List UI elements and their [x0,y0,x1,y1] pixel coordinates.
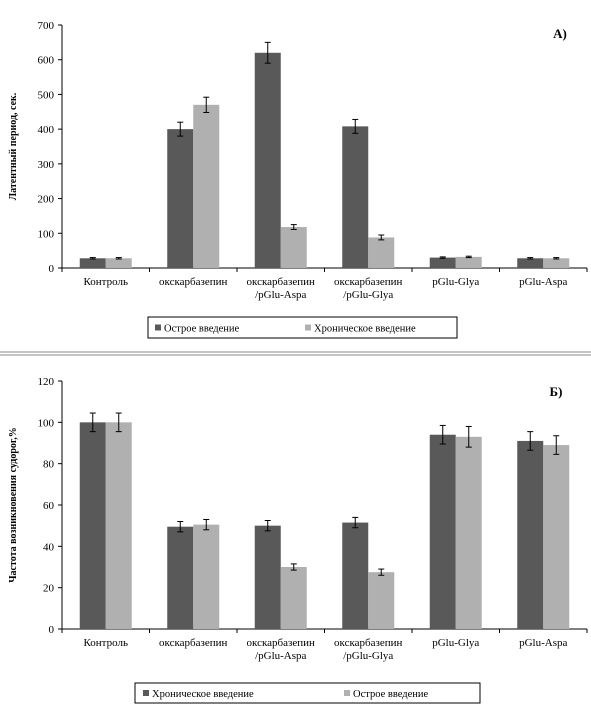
chart-a: 0 100 200 300 400 500 600 700 Латентный период, … [8,20,588,339]
bar-series2 [105,422,132,629]
x-category-label: Контроль [84,276,128,288]
bar-series2 [368,237,395,268]
x-category-label: /pGlu-Glya [343,650,393,662]
legend-swatch [344,690,350,696]
y-tick-label: 100 [38,417,55,429]
x-category-label: /pGlu-Aspa [255,650,306,662]
legend-label: Хроническое введение [152,689,254,700]
legend-box [147,316,458,339]
bar-series2 [543,445,570,629]
bar-series2 [543,258,570,268]
x-category-label: pGlu-Aspa [519,637,567,649]
x-category-label: окскарбазепин [247,637,315,649]
x-category-label: /pGlu-Glya [343,289,393,301]
y-tick-label: 100 [38,228,55,240]
bar-series1 [517,440,544,629]
bar-series2 [280,567,307,629]
x-category-label: окскарбазепин [159,276,227,288]
x-category-label: окскарбазепин [159,637,227,649]
y-tick-label: 200 [38,194,55,206]
bar-series2 [280,227,307,268]
y-tick-label: 120 [38,376,55,388]
bar-series1 [517,258,544,268]
bar-series1 [79,258,106,268]
bar-series1 [79,422,106,629]
y-tick-label: 500 [38,89,55,101]
y-axis-title: Латентный период, сек. [8,92,19,200]
bar-series1 [342,522,369,629]
x-category-label: окскарбазепин [334,276,402,288]
legend-label: Хроническое введение [314,324,416,335]
bar-series1 [254,52,281,269]
x-category-label: окскарбазепин [334,637,402,649]
y-tick-label: 20 [43,583,55,595]
y-tick-label: 40 [43,541,55,553]
bar-series1 [167,526,194,629]
bar-series1 [167,129,194,268]
x-category-label: окскарбазепин [247,276,315,288]
legend-label: Острое введение [164,324,239,335]
chart-b: 0 20 40 60 80 100 120 Частота возникновения суд… [8,376,588,704]
x-category-label: Контроль [84,637,128,649]
y-tick-label: 600 [38,55,55,67]
panel-label: А) [553,26,567,41]
bar-series2 [193,104,220,268]
bar-series1 [429,434,456,629]
x-category-label: pGlu-Glya [432,637,479,649]
y-tick-label: 0 [49,624,55,636]
x-category-label: pGlu-Glya [432,276,479,288]
x-category-label: /pGlu-Aspa [255,289,306,301]
legend-label: Острое введение [353,689,428,700]
y-tick-label: 80 [43,459,55,471]
bar-series1 [254,525,281,629]
legend-swatch [155,324,161,331]
legend-swatch [305,324,311,331]
bar-series2 [455,256,482,268]
y-axis-title: Частота возникновения судорог,% [8,427,19,583]
bar-series2 [455,436,482,629]
legend-swatch [143,690,149,696]
y-tick-label: 300 [38,159,55,171]
bar-series2 [193,524,220,629]
y-tick-label: 400 [38,124,55,136]
y-tick-label: 60 [43,500,55,512]
bar-series1 [342,126,369,268]
y-tick-label: 0 [49,263,55,275]
panel-label: Б) [550,384,563,399]
x-category-label: pGlu-Aspa [519,276,567,288]
bar-series1 [429,257,456,268]
legend-box [134,682,481,704]
bar-series2 [105,258,132,268]
bar-series2 [368,572,395,629]
y-tick-label: 700 [38,20,55,32]
